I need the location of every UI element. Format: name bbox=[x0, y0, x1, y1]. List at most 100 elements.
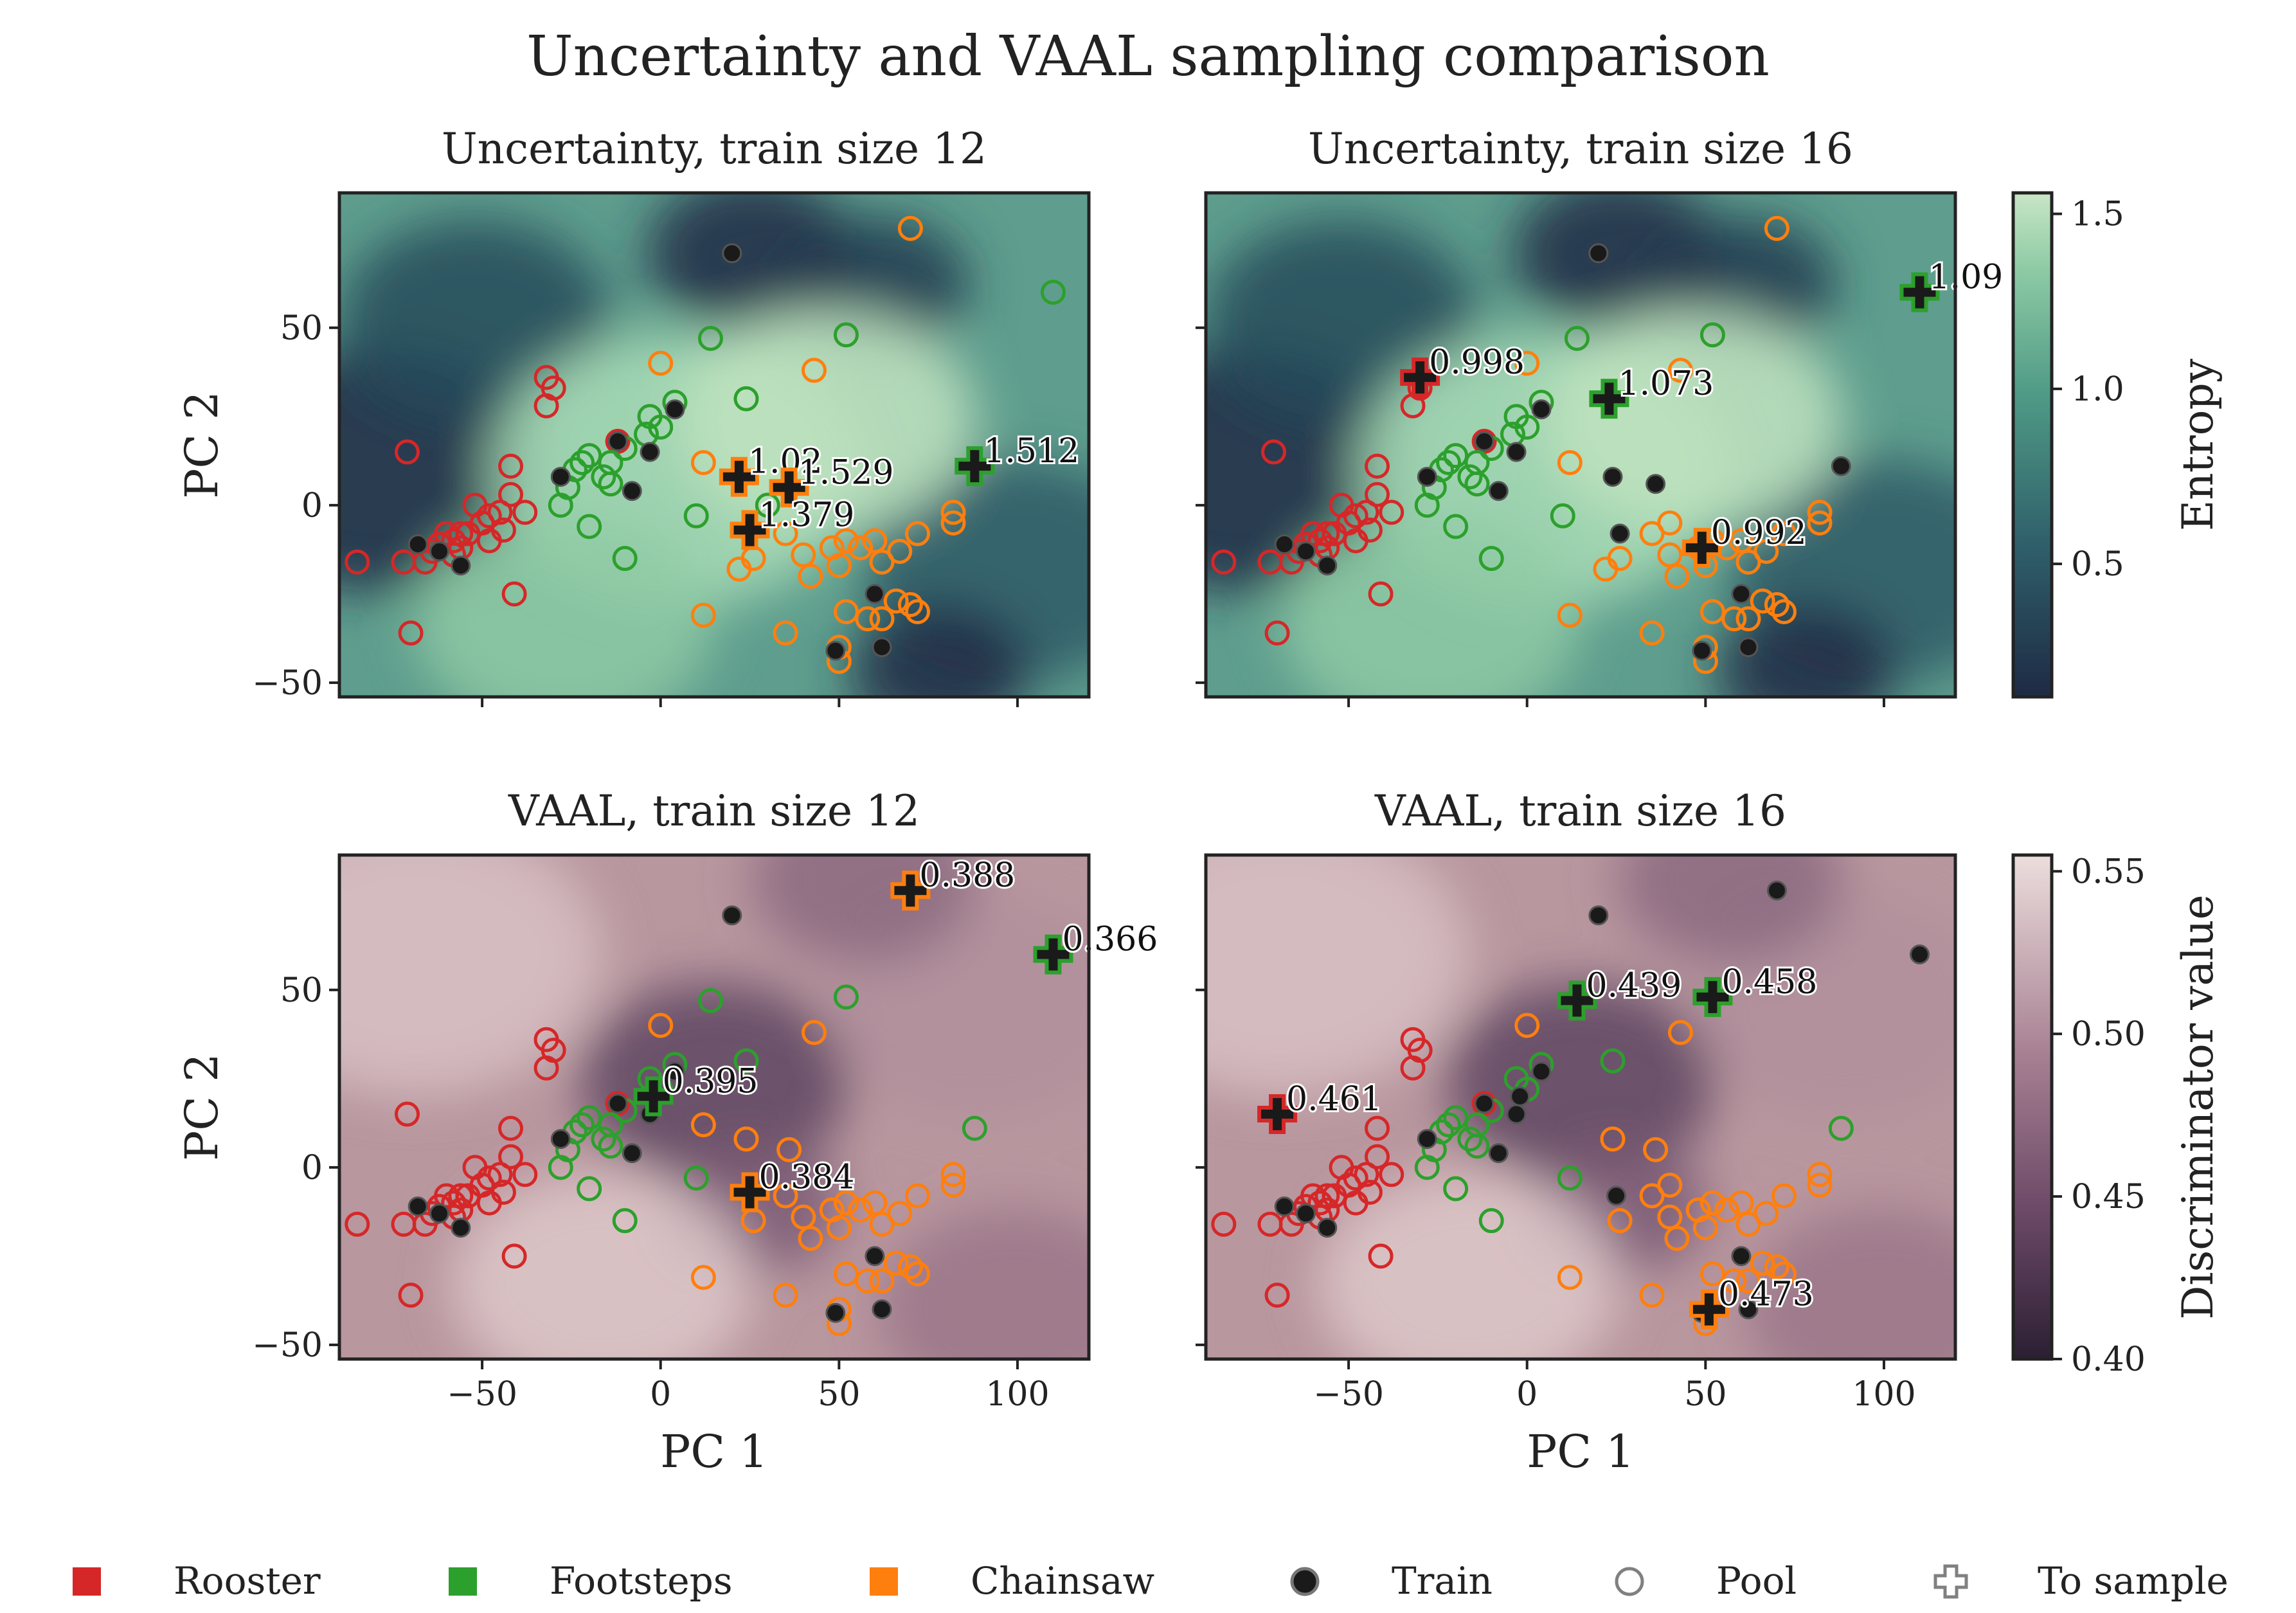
pool-point-footsteps bbox=[1550, 503, 1575, 528]
data-label: 0.992 bbox=[1711, 514, 1807, 552]
x-tick-label: −50 bbox=[447, 1375, 517, 1414]
pool-point-footsteps bbox=[548, 1155, 573, 1180]
pool-point-rooster bbox=[345, 1211, 370, 1237]
train-point bbox=[1474, 431, 1494, 451]
colorbar-tick-label: 0.55 bbox=[2071, 852, 2146, 891]
to-sample-marker-footsteps bbox=[1692, 977, 1733, 1017]
pool-point-rooster bbox=[1211, 1211, 1237, 1237]
pool-point-chainsaw bbox=[733, 1126, 759, 1152]
markers bbox=[1211, 215, 1851, 674]
train-point bbox=[1646, 474, 1666, 494]
plot-frame bbox=[337, 191, 1091, 699]
pool-point-chainsaw bbox=[1728, 1190, 1754, 1216]
pool-point-chainsaw bbox=[1771, 521, 1797, 546]
heatmap-background bbox=[1206, 193, 1955, 697]
pool-point-chainsaw bbox=[940, 510, 966, 536]
pool-point-chainsaw bbox=[887, 1201, 913, 1227]
pool-point-chainsaw bbox=[1557, 1265, 1583, 1290]
colorbar-frame bbox=[2011, 191, 2054, 699]
legend-label: Chainsaw bbox=[971, 1559, 1154, 1603]
train-point bbox=[1738, 637, 1759, 658]
pool-point-rooster bbox=[498, 482, 524, 507]
train-point bbox=[1488, 481, 1509, 501]
pool-point-footsteps bbox=[1478, 1208, 1504, 1234]
y-tick-label: 50 bbox=[280, 971, 323, 1010]
pool-point-rooster bbox=[1260, 439, 1286, 465]
pool-point-footsteps bbox=[1464, 1133, 1490, 1159]
pool-point-footsteps bbox=[733, 1048, 759, 1074]
legend-item-to-sample: To sample bbox=[1933, 1559, 2229, 1603]
heatmap-blob bbox=[414, 510, 714, 697]
train-point bbox=[1295, 541, 1316, 562]
pool-point-chainsaw bbox=[1657, 510, 1683, 536]
y-tick-label: −50 bbox=[252, 1326, 323, 1365]
heatmap-blob bbox=[1715, 605, 1896, 697]
train-point bbox=[1417, 467, 1437, 487]
to-sample-marker-footsteps bbox=[1557, 980, 1597, 1021]
pool-point-footsteps bbox=[755, 492, 780, 518]
train-point bbox=[607, 1093, 628, 1113]
data-label: 0.998 bbox=[1429, 343, 1525, 382]
pool-point-footsteps bbox=[833, 984, 859, 1010]
train-point bbox=[1610, 523, 1630, 544]
heatmap-blob bbox=[751, 855, 977, 964]
heatmap-blob bbox=[579, 982, 849, 1182]
pool-point-rooster bbox=[441, 528, 467, 554]
train-point bbox=[1317, 1218, 1338, 1238]
pool-point-footsteps bbox=[697, 325, 723, 351]
colorbar-tick-label: 0.45 bbox=[2071, 1178, 2146, 1216]
pool-point-chainsaw bbox=[1607, 1208, 1633, 1234]
pool-point-chainsaw bbox=[690, 602, 716, 628]
train-point bbox=[1274, 1196, 1295, 1217]
pool-point-chainsaw bbox=[773, 1183, 798, 1209]
pool-point-rooster bbox=[394, 1101, 420, 1127]
train-point bbox=[1738, 1299, 1759, 1320]
plot-frame bbox=[1204, 853, 1957, 1361]
pool-point-chainsaw bbox=[1735, 1268, 1761, 1294]
legend-label: To sample bbox=[2038, 1559, 2229, 1603]
legend-label: Rooster bbox=[174, 1559, 321, 1603]
train-point bbox=[865, 1246, 885, 1266]
pool-point-chainsaw bbox=[690, 1265, 716, 1290]
to-sample-marker-chainsaw bbox=[1682, 528, 1722, 568]
pool-point-footsteps bbox=[577, 443, 602, 469]
x-tick-label: 50 bbox=[818, 1375, 860, 1414]
subplot-title: VAAL, train size 16 bbox=[1374, 786, 1786, 836]
pool-point-rooster bbox=[534, 1055, 559, 1081]
x-tick-label: 50 bbox=[1684, 1375, 1726, 1414]
pool-point-chainsaw bbox=[773, 521, 798, 546]
pool-point-footsteps bbox=[1478, 546, 1504, 572]
colorbar-2: 0.40 0.45 0.50 0.55 Discriminator value bbox=[2011, 852, 2223, 1379]
y-tick-label: 50 bbox=[280, 309, 323, 348]
pool-point-chainsaw bbox=[904, 1261, 930, 1286]
pool-point-rooster bbox=[1365, 453, 1390, 479]
to-sample-marker-chainsaw bbox=[769, 467, 809, 508]
pool-point-chainsaw bbox=[648, 350, 674, 376]
pool-point-chainsaw bbox=[904, 1183, 930, 1209]
pool-point-chainsaw bbox=[869, 606, 895, 632]
subplot-title: Uncertainty, train size 12 bbox=[442, 124, 987, 174]
pool-point-rooster bbox=[1365, 482, 1390, 507]
legend-label: Pool bbox=[1716, 1559, 1797, 1603]
pool-point-chainsaw bbox=[904, 599, 930, 624]
pool-point-rooster bbox=[1307, 528, 1333, 554]
pool-point-chainsaw bbox=[1807, 510, 1833, 536]
chart-panel-2: 0.998 1.073 1.09 0.992 Uncertainty, train si… bbox=[1196, 124, 2005, 707]
pool-point-chainsaw bbox=[897, 1254, 923, 1279]
pool-point-rooster bbox=[1379, 1162, 1404, 1187]
train-point bbox=[825, 640, 846, 661]
chart-panel-4: 0.461 0.439 0.458 0.473 −50 0 50 100 VAAL, train… bbox=[1196, 786, 1957, 1478]
pool-point-rooster bbox=[394, 439, 420, 465]
pool-point-rooster bbox=[448, 1183, 474, 1209]
train-point bbox=[429, 541, 449, 562]
pool-point-footsteps bbox=[598, 471, 623, 497]
pool-point-chainsaw bbox=[897, 215, 923, 241]
to-sample-marker-footsteps bbox=[1899, 272, 1940, 312]
pool-point-rooster bbox=[1471, 428, 1497, 454]
pool-point-chainsaw bbox=[1700, 1190, 1725, 1216]
pool-point-footsteps bbox=[733, 386, 759, 411]
pool-point-rooster bbox=[487, 1162, 513, 1187]
data-label: 0.461 bbox=[1286, 1080, 1382, 1119]
pool-point-chainsaw bbox=[869, 1211, 895, 1237]
pool-point-footsteps bbox=[1443, 1105, 1469, 1131]
